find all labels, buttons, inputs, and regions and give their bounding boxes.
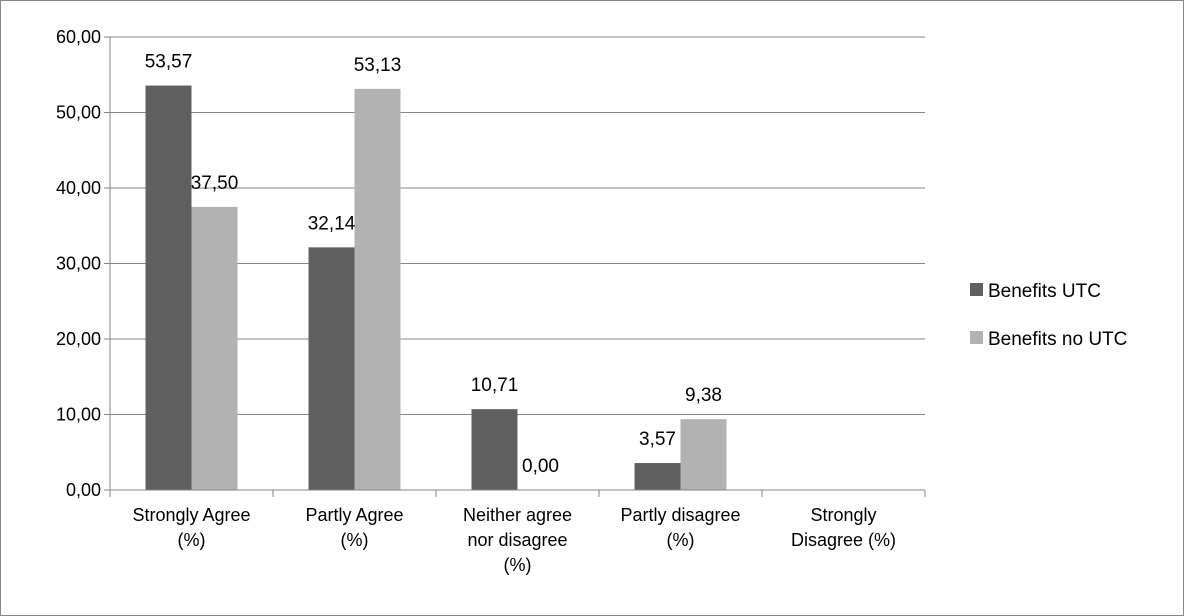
bar-benefits-no-utc	[680, 419, 727, 490]
y-tick-label: 40,00	[56, 178, 101, 198]
bar-benefits-utc	[634, 463, 681, 490]
category-label: Disagree (%)	[791, 530, 896, 550]
legend: Benefits UTC Benefits no UTC	[970, 281, 1127, 350]
category-label: (%)	[504, 555, 532, 575]
category-label: nor disagree	[467, 530, 567, 550]
category-label: Strongly	[810, 505, 876, 525]
category-label: Strongly Agree	[132, 505, 250, 525]
data-label: 37,50	[191, 173, 239, 194]
data-label: 32,14	[308, 213, 356, 234]
legend-swatch	[970, 331, 983, 344]
data-label: 9,38	[685, 385, 722, 406]
legend-label: Benefits UTC	[988, 281, 1101, 302]
bars	[145, 85, 727, 490]
bar-benefits-no-utc	[354, 88, 401, 490]
category-label: Neither agree	[463, 505, 572, 525]
y-tick-label: 30,00	[56, 254, 101, 274]
category-label: Partly disagree	[620, 505, 740, 525]
y-tick-label: 10,00	[56, 405, 101, 425]
data-label: 10,71	[471, 375, 519, 396]
category-label: (%)	[341, 530, 369, 550]
data-label: 0,00	[522, 456, 559, 477]
gridlines	[110, 36, 925, 415]
category-label: (%)	[667, 530, 695, 550]
legend-label: Benefits no UTC	[988, 329, 1127, 350]
y-tick-label: 50,00	[56, 103, 101, 123]
category-label: Partly Agree	[305, 505, 403, 525]
labels: 0,00 10,00 20,00 30,00 40,00 50,00 60,00 53,57 3…	[56, 27, 896, 575]
y-tick-label: 20,00	[56, 329, 101, 349]
legend-swatch	[970, 283, 983, 296]
bar-benefits-utc	[145, 85, 192, 490]
data-label: 53,57	[145, 52, 193, 73]
bar-benefits-no-utc	[191, 206, 238, 490]
y-tick-label: 0,00	[66, 480, 101, 500]
data-label: 3,57	[639, 429, 676, 450]
y-tick-label: 60,00	[56, 27, 101, 47]
data-label: 53,13	[354, 55, 402, 76]
bar-benefits-utc	[471, 409, 518, 490]
category-label: (%)	[178, 530, 206, 550]
axes	[104, 36, 926, 497]
bar-benefits-utc	[308, 247, 355, 490]
